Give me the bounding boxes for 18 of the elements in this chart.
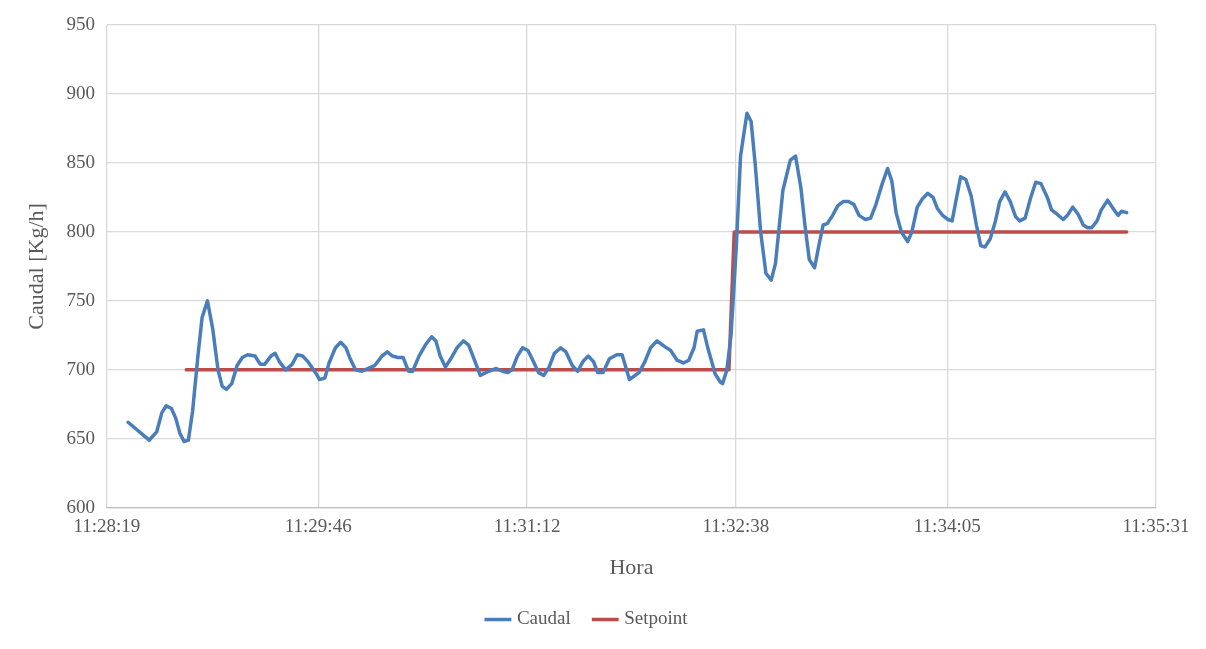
x-tick-label: 11:34:05: [913, 515, 981, 537]
x-tick-label: 11:31:12: [493, 515, 561, 537]
y-tick-label: 800: [66, 219, 95, 241]
legend-label: Setpoint: [624, 607, 689, 629]
x-tick-label: 11:29:46: [284, 515, 352, 537]
legend-label: Caudal: [516, 607, 571, 629]
y-tick-label: 600: [66, 495, 95, 517]
y-tick-label: 900: [66, 81, 95, 103]
y-tick-label: 700: [66, 357, 95, 379]
x-tick-label: 11:32:38: [702, 515, 770, 537]
y-tick-label: 650: [66, 426, 95, 448]
y-tick-label: 950: [66, 12, 95, 34]
x-tick-label: 11:35:31: [1122, 515, 1190, 537]
x-axis-title: Hora: [609, 553, 654, 579]
y-axis-title: Caudal [Kg/h]: [22, 203, 48, 330]
y-tick-label: 750: [66, 288, 95, 310]
x-tick-label: 11:28:19: [73, 515, 141, 537]
y-tick-label: 850: [66, 150, 95, 172]
